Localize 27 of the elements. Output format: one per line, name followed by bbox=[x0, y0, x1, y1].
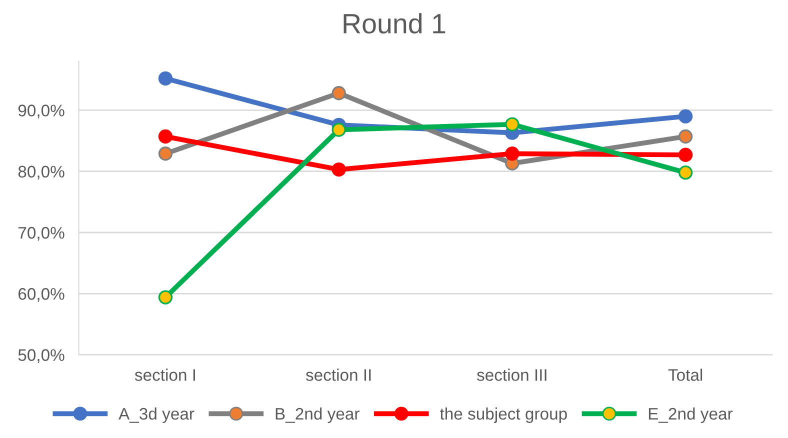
legend-label: the subject group bbox=[440, 407, 567, 423]
point bbox=[678, 109, 693, 124]
point bbox=[332, 122, 346, 137]
point bbox=[678, 166, 693, 180]
point bbox=[332, 162, 346, 177]
legend-label: A_3d year bbox=[118, 407, 194, 423]
chart-title: Round 1 bbox=[344, 13, 446, 34]
point bbox=[505, 117, 520, 132]
point bbox=[332, 86, 346, 100]
y-tick-label: 70,0% bbox=[18, 226, 64, 241]
point bbox=[158, 146, 173, 161]
point bbox=[158, 129, 173, 144]
x-tick-label: section II bbox=[306, 368, 371, 381]
y-tick-label: 50,0% bbox=[18, 349, 64, 363]
x-tick-label: section I bbox=[134, 368, 195, 381]
point bbox=[505, 146, 520, 161]
legend-label: B_2nd year bbox=[276, 407, 360, 423]
x-tick-label: section III bbox=[477, 368, 546, 381]
point bbox=[678, 129, 693, 144]
point bbox=[158, 71, 173, 86]
point bbox=[678, 148, 693, 162]
y-tick-label: 60,0% bbox=[18, 288, 64, 302]
x-tick-label: Total bbox=[668, 368, 702, 381]
y-tick-label: 80,0% bbox=[18, 166, 64, 180]
point bbox=[158, 290, 173, 304]
legend-label: E_2nd year bbox=[648, 407, 733, 423]
y-tick-label: 90,0% bbox=[18, 104, 64, 118]
